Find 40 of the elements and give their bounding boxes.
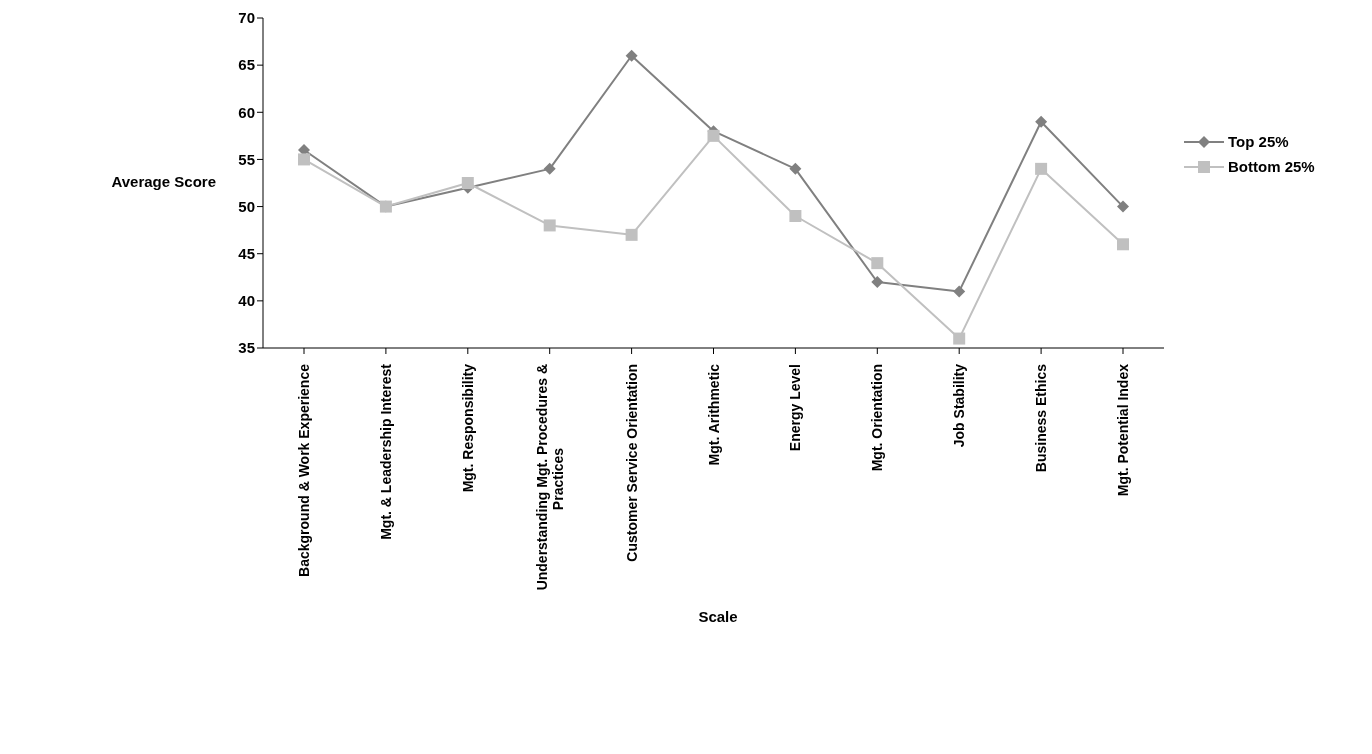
y-tick-label: 40 (238, 292, 255, 310)
point (543, 219, 556, 232)
point (461, 177, 474, 189)
x-tick-label: Background & Work Experience (296, 363, 312, 577)
y-axis-title: Average Score (110, 173, 216, 190)
y-tick-label: 55 (238, 150, 255, 168)
point (625, 228, 638, 241)
point (1117, 200, 1129, 213)
x-axis-title: Scale (697, 608, 739, 625)
x-tick-label: Mgt. Arithmetic (705, 363, 722, 466)
point (953, 285, 966, 298)
point (871, 276, 884, 288)
x-tick-label: Mgt. & Leadership Interest (377, 363, 394, 540)
y-tick-label: 70 (238, 9, 255, 27)
point (789, 210, 802, 222)
point (1035, 115, 1048, 128)
point (625, 49, 638, 62)
x-tick-label: Business Ethics (1033, 363, 1050, 473)
legend-label: Bottom 25% (1228, 158, 1315, 175)
y-tick-label: 50 (238, 197, 255, 215)
x-tick-label: Energy Level (787, 364, 804, 452)
point (953, 332, 966, 345)
legend-label: Top 25% (1228, 133, 1289, 150)
x-tick-label: Customer Service Orientation (623, 364, 640, 562)
point (707, 129, 720, 142)
point (789, 162, 802, 175)
point (298, 153, 310, 166)
y-tick-label: 60 (238, 103, 255, 121)
y-tick-label: 65 (238, 56, 255, 74)
point (1035, 162, 1048, 175)
point (543, 162, 556, 175)
x-tick-label: Mgt. Responsibility (459, 363, 476, 493)
y-tick-label: 35 (238, 339, 255, 357)
x-tick-label: Job Stability (951, 363, 968, 448)
point (871, 257, 884, 270)
x-tick-label: Mgt. Potential Index (1115, 363, 1131, 497)
x-tick-label: Understanding Mgt. Procedures & Practices (533, 364, 566, 591)
y-tick-label: 45 (238, 245, 255, 263)
point (1117, 238, 1129, 251)
x-tick-label: Mgt. Orientation (869, 364, 886, 472)
